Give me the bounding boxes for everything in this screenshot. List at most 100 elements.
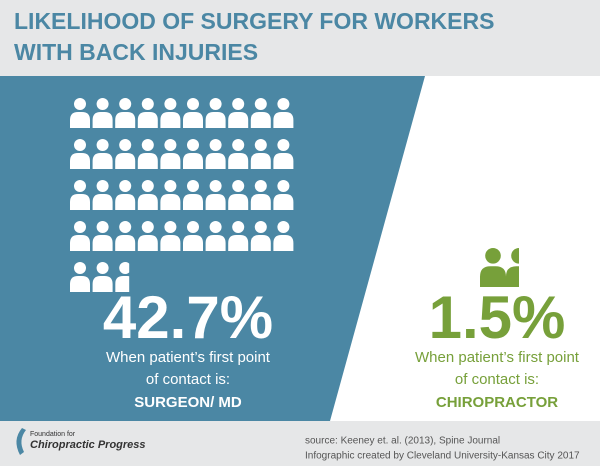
icon-body: [480, 266, 506, 287]
icon-body: [92, 153, 113, 169]
icon-head: [164, 98, 177, 110]
caption: of contact is:: [455, 371, 539, 388]
icon-head: [74, 180, 86, 192]
source: source: Keeney et. al. (2013), Spine Jou…: [305, 436, 500, 447]
icon-head: [209, 180, 222, 192]
icon-head: [511, 248, 519, 264]
icon-body: [70, 235, 90, 251]
icon-head: [232, 98, 245, 110]
icon-head: [74, 139, 86, 151]
icon-head: [74, 98, 86, 110]
caption: of contact is:: [146, 371, 230, 388]
icon-body: [183, 235, 203, 251]
icon-head: [209, 98, 222, 110]
icon-body: [273, 112, 294, 128]
icon-head: [119, 180, 132, 192]
icon-body: [137, 194, 158, 210]
icon-head: [277, 221, 290, 233]
icon-head: [96, 98, 109, 110]
icon-body: [273, 235, 294, 251]
icon-head: [232, 221, 245, 233]
icon-head: [119, 139, 132, 151]
icon-body: [92, 235, 113, 251]
icon-head: [141, 180, 154, 192]
icon-body: [92, 194, 113, 210]
icon-body: [228, 235, 249, 251]
icon-body: [92, 276, 113, 292]
icon-body: [273, 153, 294, 169]
icon-body: [160, 153, 181, 169]
icon-head: [96, 139, 109, 151]
icon-head: [232, 180, 245, 192]
icon-body: [250, 112, 271, 128]
source: Infographic created by Cleveland Univers…: [305, 451, 580, 462]
icon-head: [187, 221, 199, 233]
icon-head: [74, 262, 86, 274]
icon-body: [183, 112, 203, 128]
icon-head: [96, 221, 109, 233]
title-line: LIKELIHOOD OF SURGERY FOR WORKERS: [14, 8, 494, 34]
icon-head: [209, 139, 222, 151]
logo-text: Foundation for: [30, 431, 76, 438]
icon-head: [254, 221, 267, 233]
icon-head: [232, 139, 245, 151]
icon-body: [250, 194, 271, 210]
category-label: CHIROPRACTOR: [436, 394, 558, 411]
icon-head: [164, 180, 177, 192]
icon-body: [137, 112, 158, 128]
pictogram: [70, 98, 294, 292]
icon-head: [96, 180, 109, 192]
icon-body: [70, 153, 90, 169]
icon-head: [96, 262, 109, 274]
icon-body: [70, 112, 90, 128]
icon-body: [205, 194, 226, 210]
icon-head: [141, 139, 154, 151]
icon-head: [277, 180, 290, 192]
icon-head: [277, 139, 290, 151]
icon-body: [92, 112, 113, 128]
icon-body: [160, 235, 181, 251]
partial-icon: [115, 262, 130, 292]
icon-body: [70, 276, 90, 292]
icon-head: [485, 248, 501, 264]
icon-body: [250, 153, 271, 169]
icon-head: [141, 98, 154, 110]
icon-head: [209, 221, 222, 233]
icon-body: [115, 235, 136, 251]
icon-body: [115, 194, 136, 210]
icon-head: [254, 180, 267, 192]
icon-head: [187, 139, 199, 151]
icon-body: [228, 153, 249, 169]
caption: When patient’s first point: [106, 349, 271, 366]
title-line: WITH BACK INJURIES: [14, 39, 258, 65]
icon-body: [250, 235, 271, 251]
logo-mark: [16, 428, 26, 455]
partial-icon: [506, 248, 519, 287]
icon-head: [277, 98, 290, 110]
icon-head: [119, 262, 130, 274]
icon-head: [254, 139, 267, 151]
caption: When patient’s first point: [415, 349, 580, 366]
icon-head: [141, 221, 154, 233]
icon-body: [115, 112, 136, 128]
icon-head: [254, 98, 267, 110]
icon-body: [205, 153, 226, 169]
value-label: 1.5%: [429, 284, 566, 351]
icon-head: [119, 221, 132, 233]
icon-head: [74, 221, 86, 233]
icon-body: [160, 112, 181, 128]
logo-text: Chiropractic Progress: [30, 439, 146, 451]
icon-head: [164, 139, 177, 151]
icon-body: [160, 194, 181, 210]
icon-body: [228, 194, 249, 210]
icon-body: [205, 235, 226, 251]
value-label: 42.7%: [103, 284, 273, 351]
icon-body: [70, 194, 90, 210]
icon-head: [187, 98, 199, 110]
category-label: SURGEON/ MD: [134, 394, 242, 411]
icon-body: [115, 276, 130, 292]
icon-body: [183, 153, 203, 169]
pictogram: [480, 248, 519, 287]
icon-body: [205, 112, 226, 128]
